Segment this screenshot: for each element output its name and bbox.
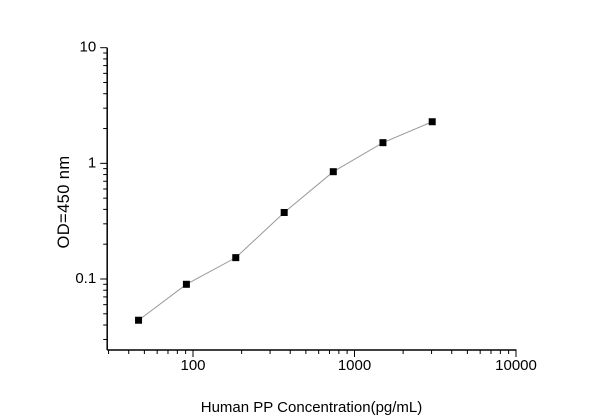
svg-text:1000: 1000: [338, 357, 371, 374]
svg-text:1: 1: [88, 154, 96, 171]
svg-text:10000: 10000: [495, 357, 537, 374]
svg-text:10: 10: [80, 39, 97, 56]
svg-text:100: 100: [180, 357, 205, 374]
svg-text:0.1: 0.1: [75, 270, 96, 287]
